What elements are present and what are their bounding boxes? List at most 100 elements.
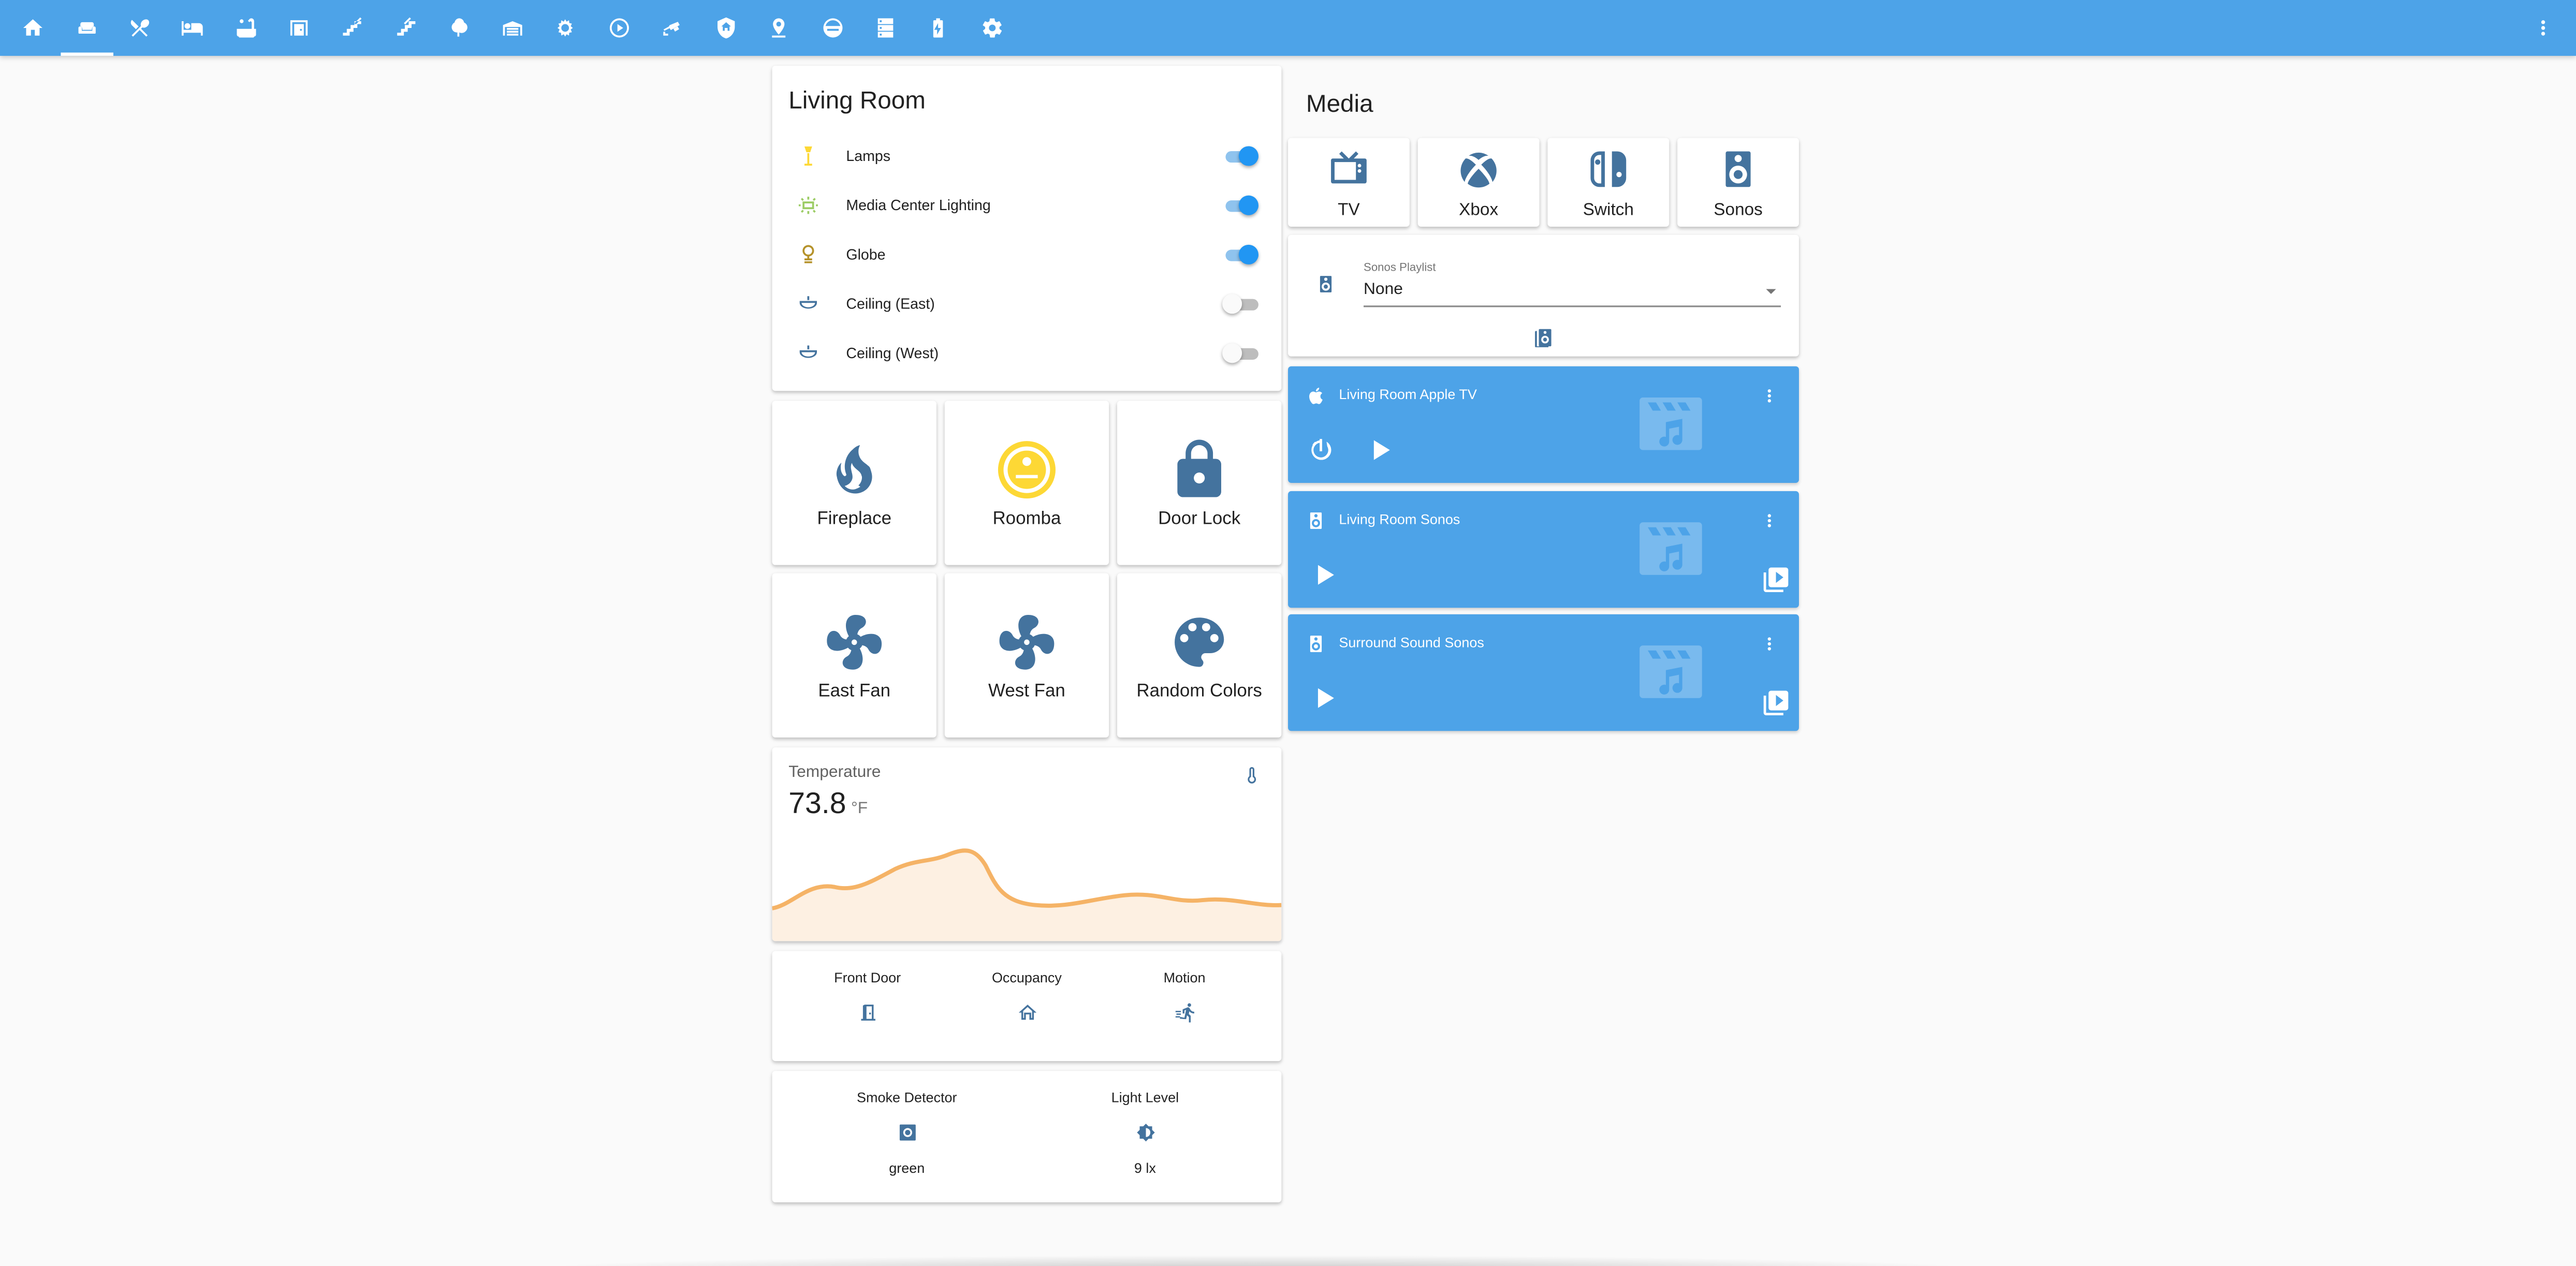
robot-vacuum-icon <box>823 18 843 38</box>
tab-server[interactable] <box>859 0 912 56</box>
play-circle-icon <box>609 18 629 38</box>
switch-button[interactable]: Switch <box>1547 138 1670 227</box>
sofa-icon <box>78 22 96 34</box>
button-label: Roomba <box>992 509 1061 529</box>
play-button[interactable] <box>1309 683 1339 713</box>
playlist-select[interactable]: None <box>1364 281 1781 307</box>
tab-settings[interactable] <box>966 0 1019 56</box>
glance-motion[interactable]: Motion <box>1110 969 1258 1025</box>
tab-garage[interactable] <box>486 0 539 56</box>
roomba-button[interactable]: Roomba <box>944 401 1109 565</box>
dots-vertical-icon <box>2541 20 2545 36</box>
more-options-button[interactable] <box>1760 509 1779 529</box>
xbox-icon <box>1457 148 1500 191</box>
door-frame-icon <box>290 20 308 36</box>
entity-name: Media Center Lighting <box>846 197 991 214</box>
lamps-switch[interactable] <box>1222 144 1258 167</box>
tv-button[interactable]: TV <box>1288 138 1410 227</box>
tab-downstairs[interactable] <box>379 0 432 56</box>
tab-weather[interactable] <box>539 0 592 56</box>
weather-icon <box>557 19 573 37</box>
speaker-icon <box>1717 148 1760 191</box>
xbox-button[interactable]: Xbox <box>1417 138 1540 227</box>
source-icon <box>1763 567 1789 593</box>
glance-smoke-detector[interactable]: Smoke Detector green <box>833 1089 981 1176</box>
apple-icon <box>1306 385 1326 404</box>
source-button[interactable] <box>1761 688 1789 716</box>
tab-bedroom[interactable] <box>166 0 219 56</box>
door-icon <box>860 1004 875 1021</box>
tab-energy[interactable] <box>912 0 964 56</box>
tab-vacuum[interactable] <box>807 0 859 56</box>
power-icon <box>1311 439 1331 460</box>
movie-music-icon <box>1636 394 1705 453</box>
play-button[interactable] <box>1365 435 1395 465</box>
more-options-button[interactable] <box>1760 632 1779 652</box>
play-icon <box>1318 565 1334 585</box>
living-room-card: Living Room Lamps Media Center Lighting … <box>772 65 1282 391</box>
button-label: Door Lock <box>1158 509 1241 529</box>
glance-state: green <box>889 1159 925 1176</box>
temperature-card[interactable]: Temperature 73.8 °F <box>772 747 1282 941</box>
overflow-menu-button[interactable] <box>2530 15 2556 41</box>
tab-hallway[interactable] <box>273 0 326 56</box>
random-colors-button[interactable]: Random Colors <box>1117 573 1282 738</box>
west-fan-button[interactable]: West Fan <box>944 573 1109 738</box>
door-lock-button[interactable]: Door Lock <box>1117 401 1282 565</box>
glance-light-level[interactable]: Light Level 9 lx <box>1071 1089 1219 1176</box>
stairs-up-icon <box>343 17 362 36</box>
tab-bathroom[interactable] <box>220 0 273 56</box>
fan-icon <box>994 609 1060 675</box>
tab-security[interactable] <box>700 0 753 56</box>
tab-cameras[interactable] <box>646 0 698 56</box>
glance-occupancy[interactable]: Occupancy <box>953 969 1101 1025</box>
ceiling-light-icon <box>797 342 819 364</box>
speaker-icon <box>1306 632 1326 652</box>
sonos-playlist-card: Sonos Playlist None <box>1288 234 1799 357</box>
fire-icon <box>822 437 887 503</box>
globe-switch[interactable] <box>1222 243 1258 266</box>
button-label: Fireplace <box>817 509 892 529</box>
globe-lamp-icon <box>797 243 819 266</box>
glance-card-entry: Front Door Occupancy Motion <box>772 951 1282 1062</box>
source-button[interactable] <box>1761 565 1789 593</box>
fireplace-button[interactable]: Fireplace <box>772 401 936 565</box>
dots-vertical-icon <box>1767 637 1772 651</box>
power-button[interactable] <box>1306 435 1336 465</box>
bathtub-icon <box>237 18 256 38</box>
play-button[interactable] <box>1309 560 1339 590</box>
run-fast-icon <box>1175 1003 1194 1023</box>
movie-music-icon <box>1636 519 1705 578</box>
thermometer-icon <box>1242 764 1262 787</box>
tab-outside[interactable] <box>432 0 485 56</box>
ceiling-east-switch[interactable] <box>1222 292 1258 315</box>
east-fan-button[interactable]: East Fan <box>772 573 936 738</box>
tab-living-room[interactable] <box>61 0 113 56</box>
shield-home-icon <box>718 17 735 39</box>
player-name: Living Room Sonos <box>1339 510 1460 527</box>
tab-home[interactable] <box>7 0 60 56</box>
battery-charging-icon <box>933 18 943 38</box>
glance-front-door[interactable]: Front Door <box>794 969 942 1025</box>
playlist-value: None <box>1364 281 1403 299</box>
tab-media[interactable] <box>593 0 646 56</box>
player-name: Surround Sound Sonos <box>1339 634 1484 651</box>
sonos-button[interactable]: Sonos <box>1677 138 1799 227</box>
tab-map[interactable] <box>752 0 805 56</box>
glance-label: Light Level <box>1111 1089 1179 1106</box>
more-options-button[interactable] <box>1760 385 1779 404</box>
ceiling-west-switch[interactable] <box>1222 342 1258 364</box>
palette-icon <box>1166 609 1232 675</box>
brightness-icon <box>1136 1123 1154 1142</box>
media-center-lighting-switch[interactable] <box>1222 194 1258 216</box>
tab-upstairs[interactable] <box>325 0 378 56</box>
tab-kitchen[interactable] <box>113 0 166 56</box>
entity-row-lamps: Lamps <box>772 131 1282 181</box>
player-name: Living Room Apple TV <box>1339 386 1477 403</box>
cctv-icon <box>663 22 680 36</box>
media-button-label: TV <box>1338 200 1360 220</box>
nintendo-switch-icon <box>1587 148 1630 191</box>
sensor-value: 73.8 °F <box>788 787 868 821</box>
card-title: Living Room <box>788 87 926 115</box>
play-playlist-button[interactable] <box>1531 323 1554 350</box>
